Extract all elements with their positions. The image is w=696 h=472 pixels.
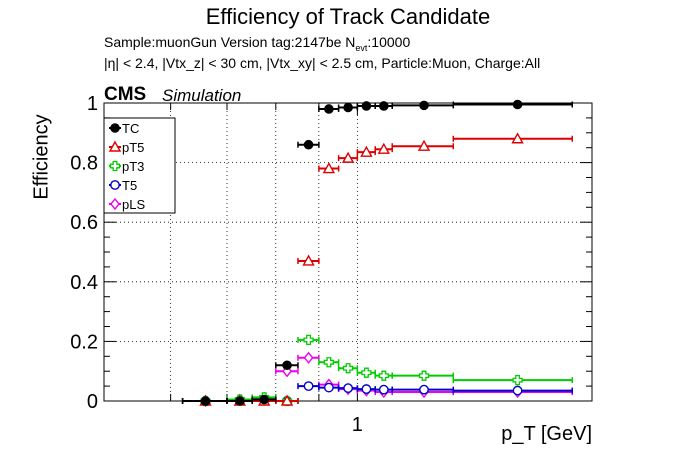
experiment-label: CMS	[104, 84, 147, 105]
data-point	[361, 367, 372, 378]
data-point	[324, 104, 334, 114]
y-tick-label: 0.8	[70, 153, 98, 175]
selection-info-line: |η| < 2.4, |Vtx_z| < 30 cm, |Vtx_xy| < 2…	[104, 55, 541, 71]
sample-info-subscript: evt	[355, 42, 368, 53]
data-point	[302, 254, 315, 266]
legend-marker	[110, 180, 120, 190]
data-point	[512, 385, 523, 396]
legend-label: pLS	[122, 197, 145, 212]
data-point	[379, 101, 389, 111]
legend-label: T5	[122, 178, 137, 193]
data-point	[323, 382, 334, 393]
y-tick-label: 0	[87, 391, 98, 413]
legend-marker	[110, 123, 120, 133]
data-point	[419, 384, 429, 395]
data-point	[417, 139, 431, 151]
data-point	[419, 100, 429, 111]
data-point	[512, 374, 523, 386]
data-point	[511, 132, 524, 144]
legend-label: pT5	[122, 140, 144, 155]
data-point	[200, 396, 211, 406]
data-point	[343, 383, 354, 394]
plot-frame	[103, 102, 593, 402]
y-tick-label: 1	[87, 93, 98, 115]
legend-label: pT3	[122, 159, 144, 174]
data-point	[280, 394, 294, 406]
data-point	[303, 139, 314, 150]
data-point	[259, 394, 270, 405]
data-point	[361, 384, 372, 394]
data-point	[303, 334, 314, 346]
data-point	[322, 162, 336, 174]
data-point	[377, 142, 391, 154]
data-point	[343, 102, 353, 113]
data-point	[341, 151, 355, 163]
data-point	[303, 351, 314, 364]
legend-label: TC	[122, 121, 139, 136]
data-point	[512, 99, 523, 110]
data-point	[282, 360, 292, 371]
sample-info-tail: :10000	[367, 34, 411, 50]
data-point	[418, 370, 430, 381]
data-layer	[181, 99, 573, 408]
legend-marker	[110, 197, 120, 211]
data-point	[378, 384, 389, 395]
x-tick-label: 1	[352, 414, 363, 436]
legend-marker	[109, 160, 121, 172]
data-point	[360, 145, 373, 157]
experiment-sublabel: Simulation	[162, 86, 242, 105]
sample-info-line: Sample:muonGun Version tag:2147be Nevt:1…	[104, 34, 410, 53]
data-point	[378, 370, 389, 381]
series-pt3	[181, 334, 573, 407]
series-pt5	[181, 132, 573, 406]
data-point	[303, 381, 314, 391]
sample-info-text: Sample:muonGun Version tag:2147be N	[104, 34, 356, 50]
grid-layer	[103, 103, 592, 401]
series-tc	[181, 99, 573, 406]
legend: TC pT5 pT3 T5 pLS	[103, 117, 176, 214]
chart-title: Efficiency of Track Candidate	[205, 4, 491, 29]
data-point	[235, 396, 245, 406]
data-point	[323, 357, 335, 368]
x-axis-label: p_T [GeV]	[501, 423, 592, 445]
y-tick-label: 0.2	[70, 331, 98, 353]
data-point	[342, 363, 354, 374]
data-point	[361, 101, 372, 111]
legend-marker	[108, 140, 122, 152]
y-tick-label: 0.4	[70, 272, 98, 294]
y-tick-label: 0.6	[70, 212, 98, 234]
